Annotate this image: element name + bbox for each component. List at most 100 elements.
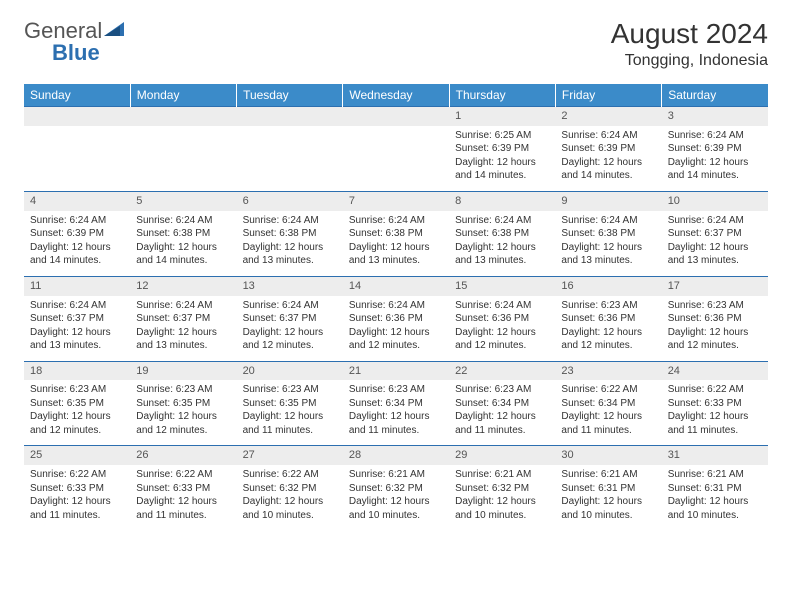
- day-data-cell: Sunrise: 6:21 AMSunset: 6:32 PMDaylight:…: [449, 465, 555, 530]
- page-header: General August 2024 Tongging, Indonesia: [24, 18, 768, 70]
- day-number-cell: [130, 107, 236, 126]
- day-data-cell: Sunrise: 6:22 AMSunset: 6:32 PMDaylight:…: [237, 465, 343, 530]
- sunset-line: Sunset: 6:31 PM: [668, 482, 762, 496]
- daylight-line: Daylight: 12 hours and 13 minutes.: [349, 241, 443, 268]
- day-data-cell: [237, 126, 343, 192]
- sunrise-line: Sunrise: 6:22 AM: [136, 468, 230, 482]
- daylight-line: Daylight: 12 hours and 13 minutes.: [561, 241, 655, 268]
- col-header: Tuesday: [237, 84, 343, 107]
- sunrise-line: Sunrise: 6:23 AM: [30, 383, 124, 397]
- daylight-line: Daylight: 12 hours and 13 minutes.: [455, 241, 549, 268]
- day-number-cell: 13: [237, 276, 343, 295]
- sunset-line: Sunset: 6:38 PM: [455, 227, 549, 241]
- day-number-cell: [343, 107, 449, 126]
- daylight-line: Daylight: 12 hours and 10 minutes.: [455, 495, 549, 522]
- sunrise-line: Sunrise: 6:22 AM: [668, 383, 762, 397]
- daylight-line: Daylight: 12 hours and 12 minutes.: [243, 326, 337, 353]
- day-number-cell: 18: [24, 361, 130, 380]
- sunset-line: Sunset: 6:33 PM: [30, 482, 124, 496]
- day-data-cell: Sunrise: 6:22 AMSunset: 6:33 PMDaylight:…: [662, 380, 768, 446]
- daylight-line: Daylight: 12 hours and 10 minutes.: [561, 495, 655, 522]
- day-number-cell: 29: [449, 446, 555, 465]
- col-header: Thursday: [449, 84, 555, 107]
- col-header: Wednesday: [343, 84, 449, 107]
- daylight-line: Daylight: 12 hours and 14 minutes.: [561, 156, 655, 183]
- month-title: August 2024: [611, 18, 768, 50]
- sunset-line: Sunset: 6:37 PM: [668, 227, 762, 241]
- day-number-cell: 6: [237, 191, 343, 210]
- sunrise-line: Sunrise: 6:24 AM: [30, 214, 124, 228]
- daylight-line: Daylight: 12 hours and 12 minutes.: [561, 326, 655, 353]
- sunrise-line: Sunrise: 6:24 AM: [349, 299, 443, 313]
- col-header: Saturday: [662, 84, 768, 107]
- sunrise-line: Sunrise: 6:22 AM: [243, 468, 337, 482]
- sunrise-line: Sunrise: 6:24 AM: [668, 214, 762, 228]
- calendar-body: 123Sunrise: 6:25 AMSunset: 6:39 PMDaylig…: [24, 107, 768, 531]
- data-row: Sunrise: 6:24 AMSunset: 6:39 PMDaylight:…: [24, 211, 768, 277]
- day-data-cell: Sunrise: 6:21 AMSunset: 6:31 PMDaylight:…: [555, 465, 661, 530]
- day-data-cell: Sunrise: 6:24 AMSunset: 6:36 PMDaylight:…: [343, 296, 449, 362]
- daylight-line: Daylight: 12 hours and 11 minutes.: [349, 410, 443, 437]
- daynum-row: 25262728293031: [24, 446, 768, 465]
- daylight-line: Daylight: 12 hours and 14 minutes.: [30, 241, 124, 268]
- sunrise-line: Sunrise: 6:23 AM: [455, 383, 549, 397]
- day-data-cell: [24, 126, 130, 192]
- sunrise-line: Sunrise: 6:22 AM: [561, 383, 655, 397]
- daylight-line: Daylight: 12 hours and 10 minutes.: [243, 495, 337, 522]
- data-row: Sunrise: 6:23 AM Sunset: 6:35 PM Daylight:…: [24, 380, 768, 446]
- sunset-line: Sunset: 6:37 PM: [243, 312, 337, 326]
- day-number-cell: 26: [130, 446, 236, 465]
- day-data-cell: Sunrise: 6:23 AMSunset: 6:34 PMDaylight:…: [343, 380, 449, 446]
- day-number-cell: 23: [555, 361, 661, 380]
- sunrise-line: Sunrise: 6:23 AM: [349, 383, 443, 397]
- sunrise-line: Sunrise: 6:24 AM: [30, 299, 124, 313]
- daylight-line: Daylight: 12 hours and 11 minutes.: [30, 495, 124, 522]
- daylight-line: Daylight: 12 hours and 12 minutes.: [136, 410, 230, 437]
- day-number-cell: 17: [662, 276, 768, 295]
- day-number-cell: 15: [449, 276, 555, 295]
- day-number-cell: 21: [343, 361, 449, 380]
- day-data-cell: Sunrise: 6:24 AMSunset: 6:38 PMDaylight:…: [343, 211, 449, 277]
- day-data-cell: Sunrise: 6:24 AMSunset: 6:36 PMDaylight:…: [449, 296, 555, 362]
- day-data-cell: Sunrise: 6:22 AMSunset: 6:33 PMDaylight:…: [130, 465, 236, 530]
- day-data-cell: Sunrise: 6:23 AMSunset: 6:34 PMDaylight:…: [449, 380, 555, 446]
- day-number-cell: 12: [130, 276, 236, 295]
- day-data-cell: Sunrise: 6:24 AMSunset: 6:37 PMDaylight:…: [662, 211, 768, 277]
- daynum-row: 18192021222324: [24, 361, 768, 380]
- location-text: Tongging, Indonesia: [611, 52, 768, 70]
- day-data-cell: Sunrise: 6:24 AMSunset: 6:38 PMDaylight:…: [130, 211, 236, 277]
- sunset-line: Sunset: 6:37 PM: [30, 312, 124, 326]
- day-data-cell: Sunrise: 6:24 AMSunset: 6:37 PMDaylight:…: [24, 296, 130, 362]
- sunset-line: Sunset: 6:39 PM: [455, 142, 549, 156]
- day-data-cell: Sunrise: 6:23 AMSunset: 6:35 PMDaylight:…: [130, 380, 236, 446]
- day-data-cell: Sunrise: 6:24 AMSunset: 6:39 PMDaylight:…: [662, 126, 768, 192]
- day-number-cell: [237, 107, 343, 126]
- day-number-cell: 28: [343, 446, 449, 465]
- sunrise-line: Sunrise: 6:24 AM: [243, 214, 337, 228]
- sunset-line: Sunset: 6:37 PM: [136, 312, 230, 326]
- sunrise-line: Sunrise: 6:21 AM: [668, 468, 762, 482]
- daylight-line: Daylight: 12 hours and 12 minutes.: [668, 326, 762, 353]
- day-data-cell: Sunrise: 6:22 AMSunset: 6:33 PMDaylight:…: [24, 465, 130, 530]
- sunset-line: Sunset: 6:35 PM: [243, 397, 337, 411]
- sunrise-line: Sunrise: 6:24 AM: [243, 299, 337, 313]
- sunset-line: Sunset: 6:32 PM: [455, 482, 549, 496]
- day-number-cell: 4: [24, 191, 130, 210]
- sunset-line: Sunset: 6:38 PM: [243, 227, 337, 241]
- sunset-line: Sunset: 6:38 PM: [136, 227, 230, 241]
- day-data-cell: Sunrise: 6:23 AMSunset: 6:35 PMDaylight:…: [237, 380, 343, 446]
- sunset-line: Sunset: 6:34 PM: [349, 397, 443, 411]
- sunset-line: Sunset: 6:31 PM: [561, 482, 655, 496]
- daynum-row: 123: [24, 107, 768, 126]
- sunset-line: Sunset: 6:38 PM: [349, 227, 443, 241]
- day-data-cell: Sunrise: 6:24 AMSunset: 6:37 PMDaylight:…: [130, 296, 236, 362]
- sunrise-line: Sunrise: 6:23 AM: [668, 299, 762, 313]
- sunset-line: Sunset: 6:32 PM: [349, 482, 443, 496]
- sunrise-line: Sunrise: 6:23 AM: [136, 383, 230, 397]
- sunset-line: Sunset: 6:34 PM: [455, 397, 549, 411]
- sunrise-line: Sunrise: 6:25 AM: [455, 129, 549, 143]
- day-data-cell: Sunrise: 6:23 AMSunset: 6:36 PMDaylight:…: [662, 296, 768, 362]
- daylight-line: Daylight: 12 hours and 12 minutes.: [455, 326, 549, 353]
- sunrise-line: Sunrise: 6:24 AM: [136, 214, 230, 228]
- daylight-line: Daylight: 12 hours and 14 minutes.: [455, 156, 549, 183]
